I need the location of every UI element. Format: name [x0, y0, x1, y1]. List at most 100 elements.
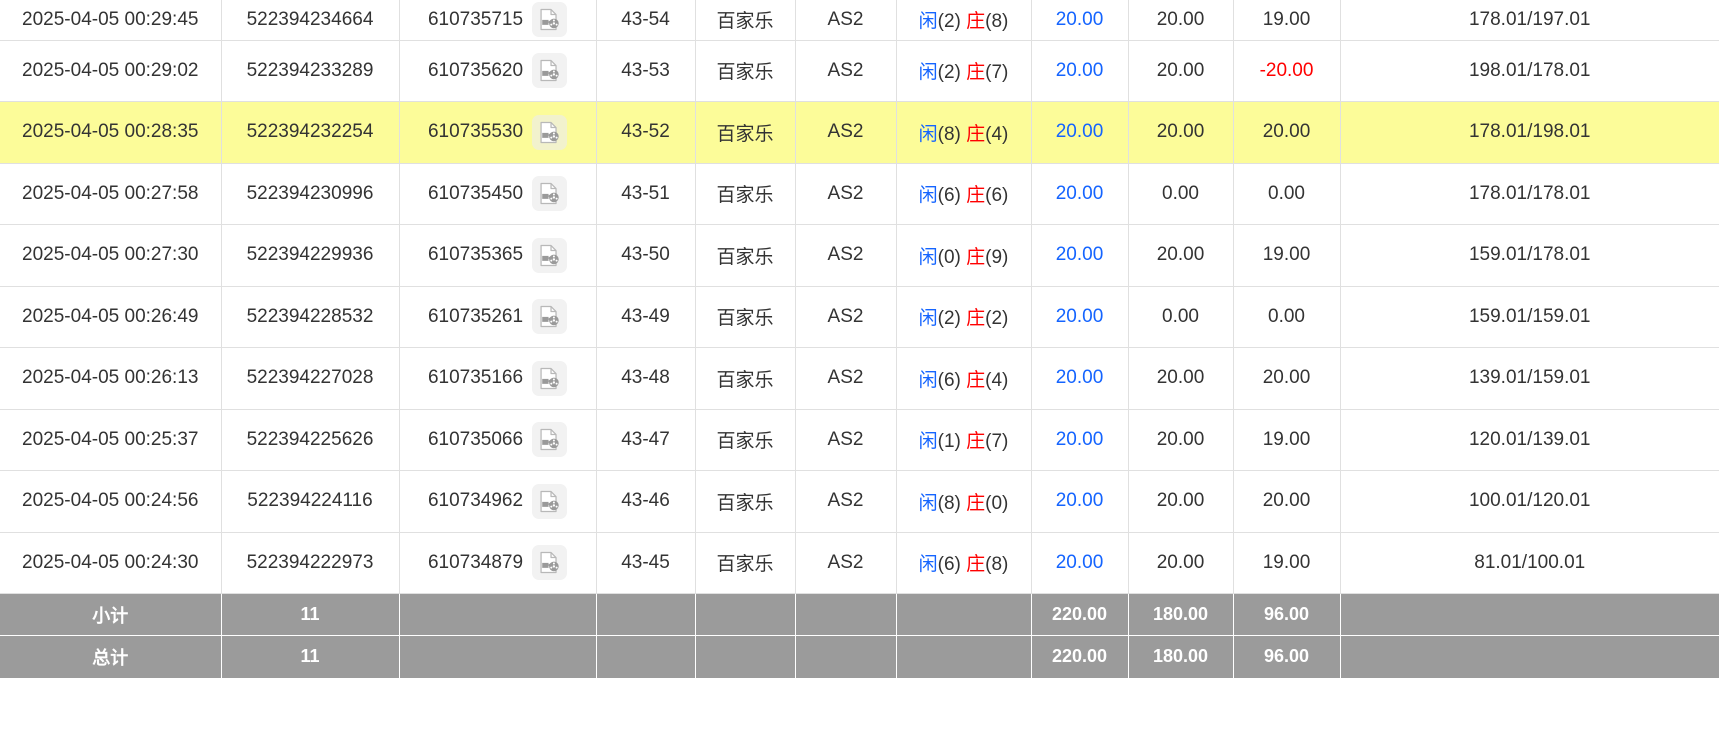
banker-label: 庄: [966, 62, 986, 84]
round-number-text: 610735261: [427, 305, 524, 327]
cell-time: 2025-04-05 00:26:49: [0, 286, 222, 348]
banker-label: 庄: [966, 123, 986, 145]
player-value: (0): [937, 246, 961, 268]
cell-table-number: 43-50: [596, 224, 696, 287]
player-value: (6): [937, 185, 961, 207]
round-with-replay: 610734879: [428, 545, 568, 581]
video-replay-icon[interactable]: [532, 360, 568, 396]
banker-label: 庄: [966, 246, 986, 268]
round-number-text: 610735166: [427, 367, 524, 389]
cell-order-number: 522394224116: [221, 470, 400, 533]
cell-bet-amount: 20.00: [1031, 286, 1129, 348]
cell-win-loss: 20.00: [1233, 101, 1341, 164]
round-number-text: 610735450: [427, 182, 524, 204]
cell-order-number: 522394229936: [221, 224, 400, 287]
player-value: (1): [937, 431, 961, 453]
cell-bet-amount: 20.00: [1031, 40, 1129, 102]
cell-order-number: 522394222973: [221, 532, 400, 594]
cell-balance: 198.01/178.01: [1340, 40, 1719, 102]
table-row[interactable]: 2025-04-05 00:24:30 522394222973 6107348…: [0, 532, 1719, 594]
player-value: (6): [937, 369, 961, 391]
summary-valid-amount: 180.00: [1128, 635, 1234, 678]
table-row[interactable]: 2025-04-05 00:26:49 522394228532 6107352…: [0, 286, 1719, 348]
video-replay-icon[interactable]: [532, 176, 568, 212]
cell-order-number: 522394233289: [221, 40, 400, 102]
player-label: 闲: [918, 246, 938, 268]
cell-round-number: 610735066: [399, 409, 597, 471]
table-row[interactable]: 2025-04-05 00:27:30 522394229936 6107353…: [0, 224, 1719, 287]
cell-table-number: 43-46: [596, 470, 696, 533]
cell-win-loss: 20.00: [1233, 347, 1341, 410]
cell-table-number: 43-51: [596, 163, 696, 225]
banker-label: 庄: [966, 431, 986, 453]
cell-order-number: 522394234664: [221, 0, 400, 41]
cell-valid-amount: 20.00: [1128, 470, 1234, 533]
cell-table-number: 43-48: [596, 347, 696, 410]
cell-bet-amount: 20.00: [1031, 163, 1129, 225]
cell-game-type: 百家乐: [695, 347, 796, 410]
video-replay-icon[interactable]: [532, 2, 568, 38]
cell-table-number: 43-47: [596, 409, 696, 471]
cell-table-number: 43-53: [596, 40, 696, 102]
cell-bet-content: 闲(0) 庄(9): [896, 224, 1032, 287]
player-label: 闲: [918, 492, 938, 514]
cell-time: 2025-04-05 00:24:30: [0, 532, 222, 594]
round-number-text: 610735365: [427, 244, 524, 266]
table-row[interactable]: 2025-04-05 00:26:13 522394227028 6107351…: [0, 347, 1719, 410]
player-label: 闲: [918, 185, 938, 207]
video-replay-icon[interactable]: [532, 299, 568, 335]
cell-bet-amount: 20.00: [1031, 347, 1129, 410]
summary-bet-amount: 220.00: [1031, 635, 1129, 678]
table-row[interactable]: 2025-04-05 00:24:56 522394224116 6107349…: [0, 470, 1719, 533]
cell-bet-content: 闲(8) 庄(4): [896, 101, 1032, 164]
video-replay-icon[interactable]: [532, 237, 568, 273]
video-replay-icon[interactable]: [532, 545, 568, 581]
round-number-text: 610735530: [427, 121, 524, 143]
summary-label: 总计: [0, 635, 222, 678]
summary-count: 11: [221, 635, 400, 678]
cell-time: 2025-04-05 00:25:37: [0, 409, 222, 471]
cell-valid-amount: 20.00: [1128, 224, 1234, 287]
cell-game-type: 百家乐: [695, 163, 796, 225]
video-replay-icon[interactable]: [532, 483, 568, 519]
video-replay-icon[interactable]: [532, 422, 568, 458]
table-row[interactable]: 2025-04-05 00:25:37 522394225626 6107350…: [0, 409, 1719, 471]
round-with-replay: 610735620: [428, 53, 568, 89]
cell-balance: 159.01/159.01: [1340, 286, 1719, 348]
cell-order-number: 522394225626: [221, 409, 400, 471]
cell-valid-amount: 20.00: [1128, 0, 1234, 41]
cell-round-number: 610734962: [399, 470, 597, 533]
cell-win-loss: 19.00: [1233, 224, 1341, 287]
table-row[interactable]: 2025-04-05 00:27:58 522394230996 6107354…: [0, 163, 1719, 225]
video-replay-icon[interactable]: [532, 53, 568, 89]
cell-time: 2025-04-05 00:26:13: [0, 347, 222, 410]
summary-blank-content: [896, 635, 1032, 678]
cell-game-type: 百家乐: [695, 286, 796, 348]
table-row[interactable]: 2025-04-05 00:28:35 522394232254 6107355…: [0, 101, 1719, 164]
banker-value: (0): [985, 492, 1009, 514]
banker-value: (2): [985, 308, 1009, 330]
cell-valid-amount: 20.00: [1128, 347, 1234, 410]
cell-seat-code: AS2: [795, 409, 897, 471]
cell-game-type: 百家乐: [695, 40, 796, 102]
round-with-replay: 610735166: [427, 360, 568, 396]
cell-balance: 81.01/100.01: [1340, 532, 1719, 594]
banker-label: 庄: [966, 11, 986, 33]
banker-label: 庄: [966, 308, 986, 330]
player-label: 闲: [918, 123, 938, 145]
cell-round-number: 610735715: [399, 0, 597, 41]
summary-valid-amount: 180.00: [1128, 593, 1234, 636]
cell-valid-amount: 0.00: [1128, 286, 1234, 348]
summary-blank-table: [596, 593, 696, 636]
banker-value: (9): [985, 246, 1009, 268]
round-with-replay: 610735715: [428, 2, 568, 38]
table-row[interactable]: 2025-04-05 00:29:45 522394234664 6107357…: [0, 0, 1719, 41]
video-replay-icon[interactable]: [532, 114, 568, 150]
cell-bet-content: 闲(6) 庄(4): [896, 347, 1032, 410]
cell-win-loss: 0.00: [1233, 163, 1341, 225]
banker-label: 庄: [966, 185, 986, 207]
cell-bet-amount: 20.00: [1031, 532, 1129, 594]
cell-bet-amount: 20.00: [1031, 224, 1129, 287]
table-row[interactable]: 2025-04-05 00:29:02 522394233289 6107356…: [0, 40, 1719, 102]
summary-blank-balance: [1340, 635, 1719, 678]
